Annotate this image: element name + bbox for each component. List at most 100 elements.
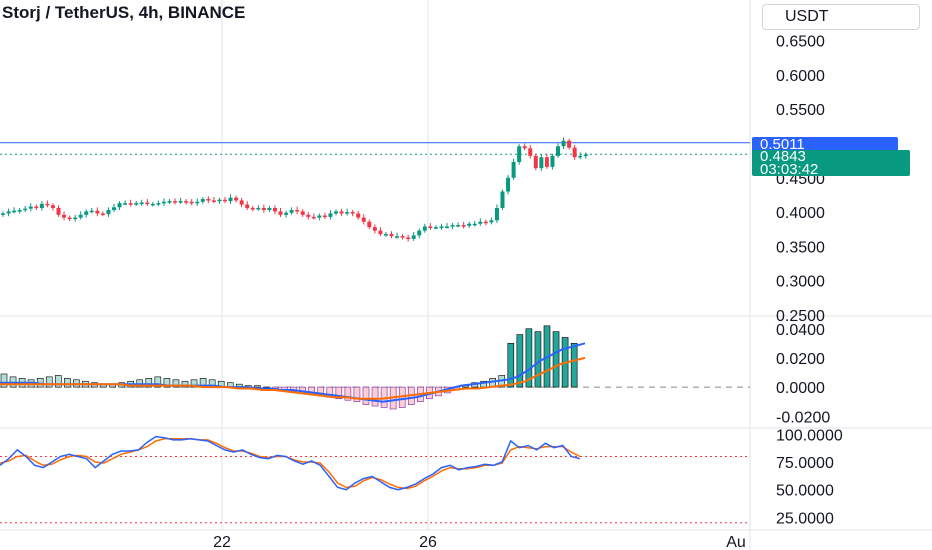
price-candle (134, 203, 139, 205)
price-candle (261, 207, 266, 211)
macd-histogram-bar (525, 328, 533, 388)
price-candle (223, 199, 227, 202)
stoch-tick-label: 100.0000 (776, 427, 843, 444)
price-candle (50, 205, 55, 208)
price-candle (578, 155, 583, 158)
price-candle (89, 210, 94, 213)
price-candle (295, 210, 300, 212)
price-candle (67, 217, 72, 220)
price-candle (517, 146, 522, 163)
macd-histogram-bar (371, 386, 379, 407)
price-candle (100, 213, 105, 215)
price-candle (78, 214, 83, 218)
price-candle (533, 155, 538, 169)
macd-histogram-bar (507, 343, 515, 388)
price-candle (506, 177, 511, 192)
price-candle (28, 206, 33, 209)
price-candle (6, 211, 11, 214)
macd-histogram-bar (54, 375, 62, 388)
price-candle (284, 212, 289, 215)
stoch-k-line (0, 435, 581, 491)
price-candle (278, 211, 283, 215)
price-tick-label: 0.3000 (776, 274, 825, 291)
price-candle (411, 235, 416, 239)
price-candle (178, 201, 183, 203)
price-candle (511, 162, 516, 178)
price-candle (167, 201, 172, 203)
price-candle (95, 210, 100, 214)
price-candle (489, 220, 494, 223)
price-tick-label: 0.6000 (776, 68, 825, 85)
price-candle (272, 207, 277, 212)
price-candle (400, 236, 405, 238)
price-candle (583, 154, 588, 156)
price-candle (383, 234, 388, 236)
price-candle (211, 200, 216, 202)
price-candle (561, 140, 566, 147)
last-price-tag: 0.5011 (752, 137, 898, 153)
macd-histogram-bar (172, 379, 180, 388)
price-candle (550, 155, 555, 167)
price-candle (494, 207, 499, 221)
price-candle (12, 210, 17, 213)
price-candle (45, 203, 50, 206)
currency-button[interactable]: USDT (762, 4, 920, 30)
price-candle (206, 199, 211, 201)
price-candle (156, 203, 161, 205)
price-candle (128, 203, 133, 205)
macd-histogram-bar (45, 376, 53, 388)
price-candle (483, 221, 488, 224)
price-candle (522, 146, 527, 149)
price-candle (117, 203, 122, 208)
price-candle (145, 202, 150, 204)
macd-histogram-bar (344, 386, 352, 401)
stoch-tick-label: 25.0000 (776, 510, 834, 527)
price-candle (433, 227, 438, 229)
price-candle (123, 203, 128, 205)
price-candle (200, 199, 205, 202)
price-candle (450, 225, 455, 227)
price-candle (250, 207, 255, 210)
macd-histogram-bar (145, 378, 153, 388)
price-candle (311, 216, 316, 219)
price-candle (106, 210, 111, 215)
current-price-value: 0.4843 (760, 148, 806, 165)
macd-histogram-bar (353, 386, 361, 402)
time-tick-label: Au (726, 534, 746, 550)
price-candle (372, 227, 377, 231)
macd-histogram-bar (154, 376, 162, 388)
chart-title: Storj / TetherUS, 4h, BINANCE (2, 3, 246, 22)
price-candle (356, 213, 361, 218)
price-candle (73, 217, 78, 220)
price-candle (161, 201, 166, 204)
price-tick-label: 0.4000 (776, 205, 825, 222)
price-candle (461, 225, 466, 227)
macd-histogram-bar (362, 386, 370, 405)
price-candle (361, 217, 366, 222)
price-candle (472, 223, 477, 226)
time-tick-label: 22 (213, 534, 231, 550)
price-candle (345, 212, 350, 214)
price-candle (1, 213, 5, 215)
price-candle (317, 215, 322, 218)
price-candle (389, 234, 394, 237)
price-candle (395, 236, 400, 238)
macd-tick-label: -0.0200 (776, 409, 830, 426)
price-candle (228, 197, 233, 202)
macd-histogram-bar (254, 385, 261, 388)
macd-histogram-bar (552, 331, 560, 388)
price-candle (539, 157, 544, 169)
price-candle (306, 214, 311, 217)
price-tick-label: 0.3500 (776, 239, 825, 256)
price-candle (23, 208, 28, 211)
macd-histogram-bar (335, 386, 343, 400)
macd-tick-label: 0.0200 (776, 351, 825, 368)
bar-countdown: 03:03:42 (760, 161, 819, 178)
price-candle (439, 226, 444, 228)
price-candle (456, 225, 461, 227)
macd-slow-line (0, 356, 586, 400)
price-candle (150, 203, 155, 206)
price-candle (217, 199, 222, 202)
price-candle (245, 204, 250, 208)
